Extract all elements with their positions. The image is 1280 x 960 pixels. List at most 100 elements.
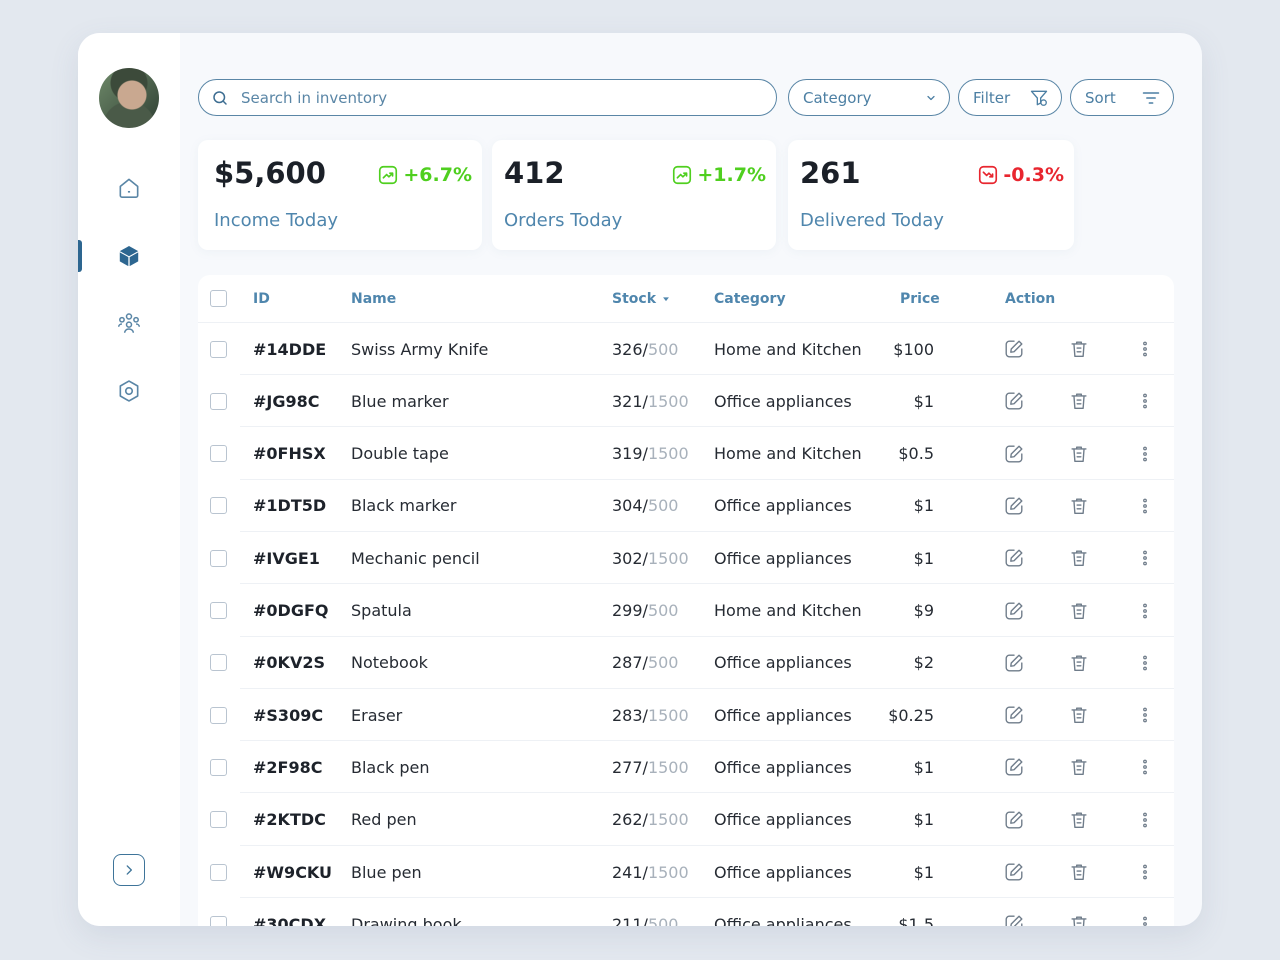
more-button[interactable] — [1134, 652, 1156, 674]
delete-button[interactable] — [1068, 495, 1090, 517]
more-button[interactable] — [1134, 390, 1156, 412]
more-button[interactable] — [1134, 600, 1156, 622]
filter-icon — [1030, 90, 1048, 106]
edit-button[interactable] — [1003, 495, 1025, 517]
avatar[interactable] — [99, 68, 159, 128]
row-checkbox-cell — [210, 794, 227, 846]
search-icon — [213, 90, 227, 105]
edit-button[interactable] — [1003, 704, 1025, 726]
select-all-checkbox[interactable] — [210, 290, 227, 307]
row-checkbox[interactable] — [210, 549, 227, 567]
row-delete-cell — [1068, 689, 1090, 741]
table-row[interactable]: #S309C Eraser 283/1500 Office appliances… — [198, 689, 1174, 742]
edit-button[interactable] — [1003, 861, 1025, 883]
row-category: Office appliances — [714, 914, 852, 926]
table-row[interactable]: #0DGFQ Spatula 299/500 Home and Kitchen … — [198, 585, 1174, 637]
edit-button[interactable] — [1003, 809, 1025, 831]
more-button[interactable] — [1134, 443, 1156, 465]
row-checkbox[interactable] — [210, 602, 227, 619]
sort-button[interactable]: Sort — [1070, 79, 1174, 116]
table-row[interactable]: #2KTDC Red pen 262/1500 Office appliance… — [198, 794, 1174, 846]
delete-button[interactable] — [1068, 338, 1090, 360]
nav-home[interactable] — [78, 168, 180, 208]
delete-button[interactable] — [1068, 600, 1090, 622]
header-price[interactable]: Price — [900, 290, 940, 307]
row-delete-cell — [1068, 637, 1090, 689]
delete-button[interactable] — [1068, 704, 1090, 726]
edit-button[interactable] — [1003, 913, 1025, 926]
row-checkbox[interactable] — [210, 340, 227, 358]
delete-button[interactable] — [1068, 652, 1090, 674]
table-row[interactable]: #1DT5D Black marker 304/500 Office appli… — [198, 480, 1174, 532]
category-dropdown[interactable]: Category — [788, 79, 950, 116]
row-edit-cell — [1003, 532, 1025, 584]
more-button[interactable] — [1134, 495, 1156, 517]
table-row[interactable]: #W9CKU Blue pen 241/1500 Office applianc… — [198, 846, 1174, 898]
nav-inventory[interactable] — [78, 236, 180, 276]
table-row[interactable]: #2F98C Black pen 277/1500 Office applian… — [198, 741, 1174, 794]
more-button[interactable] — [1134, 809, 1156, 831]
header-name[interactable]: Name — [351, 290, 397, 307]
edit-button[interactable] — [1003, 652, 1025, 674]
edit-button[interactable] — [1003, 443, 1025, 465]
table-row[interactable]: #30CDX Drawing book 211/500 Office appli… — [198, 898, 1174, 926]
header-stock[interactable]: Stock — [612, 275, 671, 322]
expand-sidebar-button[interactable] — [113, 854, 145, 886]
delete-button[interactable] — [1068, 547, 1090, 569]
table-row[interactable]: #0KV2S Notebook 287/500 Office appliance… — [198, 637, 1174, 689]
table-row[interactable]: #0FHSX Double tape 319/1500 Home and Kit… — [198, 428, 1174, 480]
filter-button[interactable]: Filter — [958, 79, 1062, 116]
row-stock-max: 500 — [647, 496, 679, 516]
row-price: $100 — [893, 339, 934, 359]
nav-settings[interactable] — [78, 371, 180, 411]
more-button[interactable] — [1134, 913, 1156, 926]
more-button[interactable] — [1134, 338, 1156, 360]
header-category[interactable]: Category — [714, 290, 786, 307]
more-vertical-icon — [1143, 759, 1147, 775]
header-id[interactable]: ID — [253, 290, 270, 307]
delete-button[interactable] — [1068, 390, 1090, 412]
edit-button[interactable] — [1003, 600, 1025, 622]
search-bar[interactable] — [198, 79, 777, 116]
delete-button[interactable] — [1068, 861, 1090, 883]
row-checkbox[interactable] — [210, 445, 227, 463]
row-checkbox[interactable] — [210, 915, 227, 926]
row-checkbox[interactable] — [210, 497, 227, 515]
row-category: Office appliances — [714, 757, 852, 777]
row-checkbox[interactable] — [210, 706, 227, 724]
more-button[interactable] — [1134, 861, 1156, 883]
edit-button[interactable] — [1003, 547, 1025, 569]
row-price: $1 — [913, 548, 934, 568]
table-row[interactable]: #14DDE Swiss Army Knife 326/500 Home and… — [198, 323, 1174, 375]
nav-users[interactable] — [78, 303, 180, 343]
table-row[interactable]: #JG98C Blue marker 321/1500 Office appli… — [198, 375, 1174, 428]
trend-down-icon — [979, 165, 998, 185]
delete-button[interactable] — [1068, 756, 1090, 778]
row-checkbox[interactable] — [210, 758, 227, 776]
table-row[interactable]: #IVGE1 Mechanic pencil 302/1500 Office a… — [198, 532, 1174, 585]
search-input[interactable] — [241, 88, 741, 107]
more-button[interactable] — [1134, 756, 1156, 778]
row-price: $1 — [913, 391, 934, 411]
edit-button[interactable] — [1003, 756, 1025, 778]
more-vertical-icon — [1143, 603, 1147, 618]
stat-label: Income Today — [214, 210, 339, 231]
row-checkbox-cell — [210, 532, 227, 584]
edit-button[interactable] — [1003, 390, 1025, 412]
delete-button[interactable] — [1068, 913, 1090, 926]
row-name: Eraser — [351, 705, 403, 725]
more-vertical-icon — [1143, 498, 1147, 514]
more-button[interactable] — [1134, 704, 1156, 726]
delete-button[interactable] — [1068, 809, 1090, 831]
row-name: Spatula — [351, 601, 412, 620]
row-checkbox[interactable] — [210, 811, 227, 829]
row-checkbox[interactable] — [210, 392, 227, 410]
trash-icon — [1071, 759, 1087, 776]
row-delete-cell — [1068, 585, 1090, 637]
delete-button[interactable] — [1068, 443, 1090, 465]
row-checkbox[interactable] — [210, 654, 227, 672]
more-button[interactable] — [1134, 547, 1156, 569]
row-more-cell — [1134, 689, 1156, 741]
edit-button[interactable] — [1003, 338, 1025, 360]
row-checkbox[interactable] — [210, 863, 227, 881]
